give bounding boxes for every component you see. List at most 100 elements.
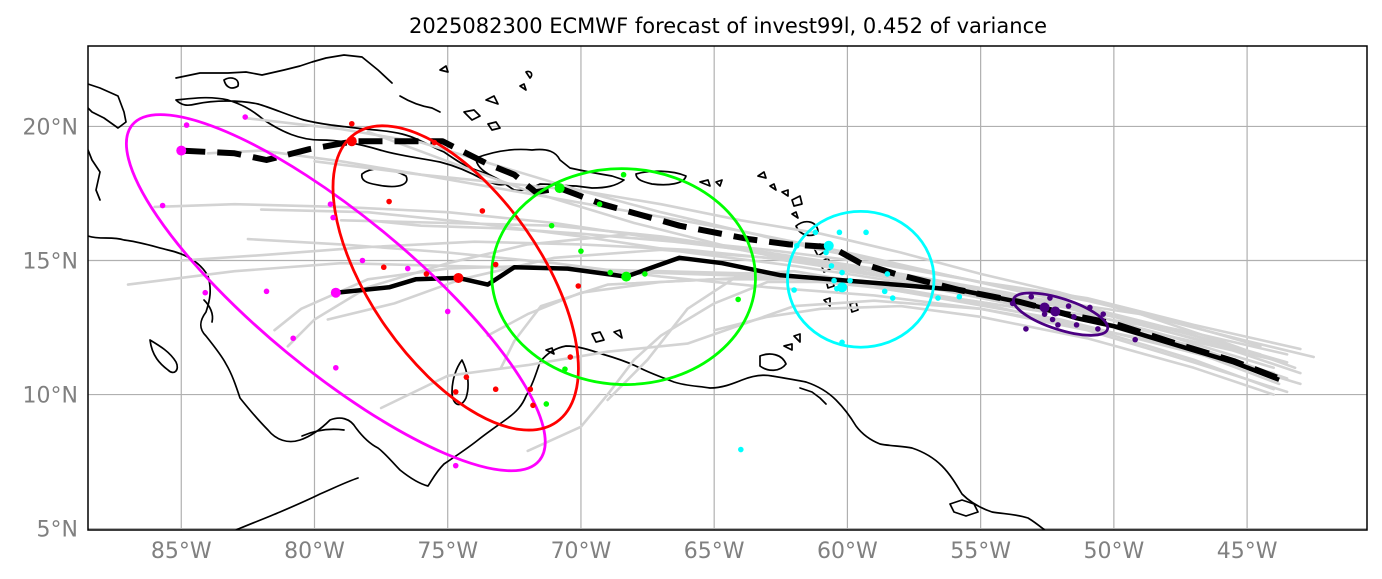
coast-florida [88,83,127,129]
coast-trinidad [759,353,787,372]
ensemble-track [246,237,1289,394]
member-point [333,364,339,371]
plot-frame [87,45,1368,531]
coastlines [88,54,1046,530]
member-point [527,386,534,393]
coast-south-america-lower [235,477,359,530]
member-point [738,446,744,453]
member-point [847,277,853,284]
y-tick-label: 15°N [23,250,78,275]
member-point [423,271,430,277]
uncertainty-ellipse [331,124,580,432]
coast-guiana-island [949,499,979,517]
coast-curacao [591,331,605,343]
member-point [839,339,845,346]
member-point [620,171,627,178]
member-point [1073,322,1080,328]
member-point [327,201,334,208]
member-point [548,222,555,229]
coast-bahamas-2 [223,77,240,89]
plot-area [88,46,1367,530]
member-point [404,265,411,272]
member-point [386,198,392,205]
y-tick-label: 5°N [37,518,78,543]
member-point [567,354,574,360]
y-tick-label: 10°N [23,384,78,409]
member-point [828,263,835,269]
member-point [575,283,582,289]
member-point [263,288,270,295]
coast-bahamas-5 [485,95,499,105]
mean-track-marker [837,282,848,293]
member-point [452,389,459,395]
member-point [839,269,845,276]
coast-orinoco [799,387,827,405]
member-point [793,242,800,249]
dashed-track-marker [176,145,187,156]
member-point [290,335,296,342]
mean-track-marker [1050,306,1061,317]
x-tick-label: 80°W [284,539,345,564]
coast-anguilla [757,171,767,179]
coast-bahamas-3 [399,95,441,113]
member-point [596,201,603,208]
member-point [348,120,355,127]
member-point [562,366,568,372]
member-point [735,296,741,303]
member-point [463,374,470,380]
member-point [530,402,536,409]
member-point [935,295,941,301]
member-point [444,308,451,315]
member-point [1047,295,1053,301]
coast-bahamas-7 [525,70,533,79]
coast-bahamas-4 [463,109,481,121]
x-tick-label: 50°W [1083,539,1144,564]
x-tick-label: 75°W [417,539,478,564]
member-point [242,114,249,120]
mean-track-marker [453,272,464,283]
member-point [543,401,550,407]
member-point [479,208,486,214]
member-point [823,249,829,256]
member-point [183,122,190,128]
ensemble-track [486,275,1275,391]
member-point [1095,326,1101,332]
member-point [1009,300,1016,307]
coast-yucatan [88,149,101,201]
ensemble-track [712,304,1275,396]
x-tick-label: 55°W [950,539,1011,564]
member-point [1132,336,1138,343]
coast-bahamas-6 [487,121,501,131]
member-point [1023,326,1029,332]
member-point [1049,316,1056,323]
member-positions [159,114,1138,469]
x-tick-label: 45°W [1217,539,1278,564]
dashed-track-marker [823,240,834,251]
uncertainty-ellipse [1012,291,1110,337]
member-point [642,271,648,277]
member-point [884,271,891,277]
x-axis-ticks: 85°W 80°W 75°W 70°W 65°W 60°W 55°W 50°W 45°W [151,539,1278,564]
coast-tobago [783,343,793,351]
chart-title: 2025082300 ECMWF forecast of invest99l, … [409,14,1047,38]
member-point [831,277,837,284]
coast-central-south-america [88,235,1046,530]
member-point [863,229,869,236]
y-axis-ticks: 5°N 10°N 15°N 20°N [23,115,78,542]
uncertainty-ellipse [490,167,757,386]
dashed-track-marker [554,183,565,194]
dashed-track-marker [1039,302,1050,313]
coast-bahamas-9 [439,65,449,73]
member-point [359,257,366,264]
coast-grenada [793,333,801,343]
member-point [1041,311,1048,317]
coast-bahamas-8 [519,83,527,91]
member-point [1055,322,1061,328]
coast-montserrat [791,211,799,219]
member-point [452,462,459,469]
x-tick-label: 70°W [551,539,612,564]
member-point [836,229,843,236]
coast-bonaire [613,329,623,339]
uncertainty-ellipses [125,113,1110,473]
